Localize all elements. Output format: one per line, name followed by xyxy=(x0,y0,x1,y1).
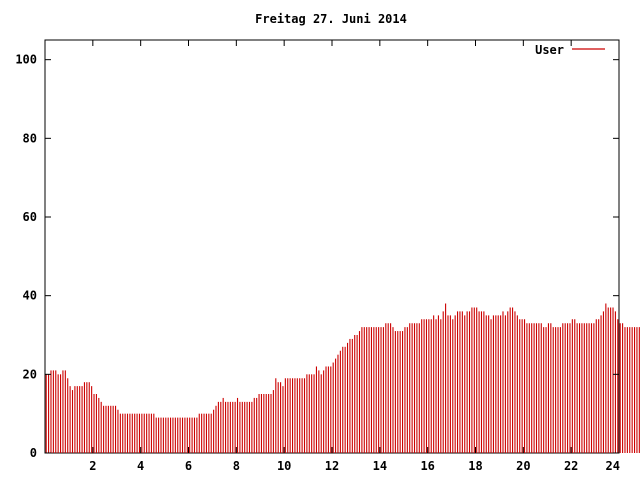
x-tick-label: 16 xyxy=(420,459,434,473)
y-tick-label: 20 xyxy=(23,367,37,381)
y-tick-label: 100 xyxy=(15,53,37,67)
y-tick-label: 40 xyxy=(23,289,37,303)
x-tick-label: 12 xyxy=(325,459,339,473)
x-tick-label: 4 xyxy=(137,459,144,473)
chart-title: Freitag 27. Juni 2014 xyxy=(255,12,407,26)
series-bars xyxy=(45,303,640,453)
x-tick-label: 22 xyxy=(564,459,578,473)
legend-label-user: User xyxy=(535,43,564,57)
legend: User xyxy=(535,43,605,57)
y-axis: 0 20 40 60 80 100 xyxy=(15,53,619,460)
x-tick-label: 24 xyxy=(606,459,620,473)
x-tick-label: 6 xyxy=(185,459,192,473)
y-tick-label: 80 xyxy=(23,131,37,145)
x-tick-label: 14 xyxy=(373,459,387,473)
plot-frame xyxy=(44,39,620,454)
x-tick-label: 10 xyxy=(277,459,291,473)
x-tick-label: 20 xyxy=(516,459,530,473)
x-tick-label: 8 xyxy=(233,459,240,473)
y-tick-label: 60 xyxy=(23,210,37,224)
x-tick-label: 2 xyxy=(89,459,96,473)
y-tick-label: 0 xyxy=(30,446,37,460)
x-axis: 2 4 6 8 10 12 14 16 18 20 22 24 xyxy=(89,40,620,473)
x-tick-label: 18 xyxy=(468,459,482,473)
